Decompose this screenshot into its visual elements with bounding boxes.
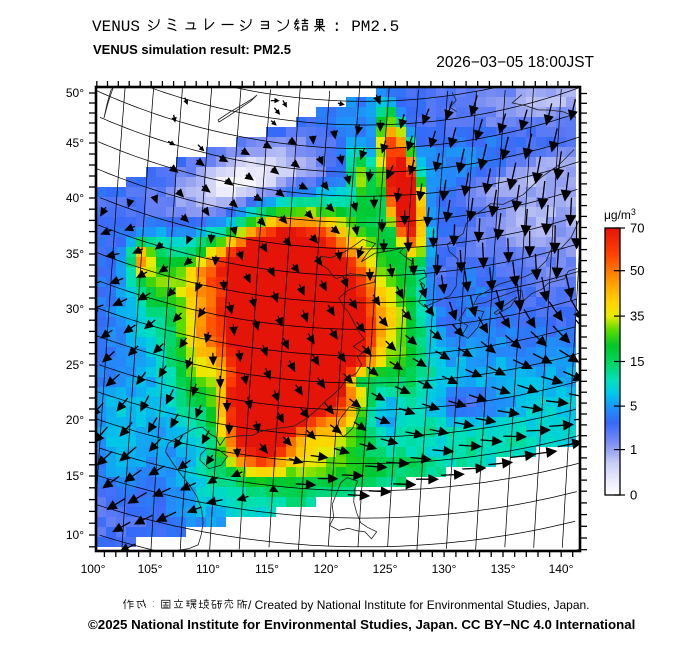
svg-text:5: 5 [630,399,637,414]
svg-text:130°: 130° [432,562,457,576]
svg-text:20°: 20° [66,413,84,427]
svg-text:/ Created by National Institut: / Created by National Institute for Envi… [248,598,590,612]
svg-text:50: 50 [630,263,644,278]
svg-text:©2025 National Institute for E: ©2025 National Institute for Environment… [88,617,635,632]
svg-text:115°: 115° [255,562,279,576]
svg-text:15: 15 [630,354,644,369]
svg-text:10°: 10° [66,528,84,542]
svg-text:VENUS simulation result: PM2.5: VENUS simulation result: PM2.5 [93,42,291,57]
svg-text:: PM2.5: : PM2.5 [332,18,399,36]
svg-text:105°: 105° [138,562,163,576]
svg-text:135°: 135° [491,562,516,576]
svg-text:1: 1 [630,442,637,457]
svg-text:2026−03−05 18:00JST: 2026−03−05 18:00JST [436,54,594,71]
svg-text:0: 0 [630,488,637,503]
svg-text:35: 35 [630,309,644,324]
svg-text:μg/m3: μg/m3 [604,207,636,222]
svg-text:15°: 15° [66,469,84,483]
svg-text:35°: 35° [66,247,84,261]
svg-text:50°: 50° [66,86,84,100]
svg-text:100°: 100° [81,562,106,576]
svg-text:40°: 40° [66,191,84,205]
svg-text:140°: 140° [549,562,574,576]
svg-text:110°: 110° [196,562,220,576]
svg-text:VENUS: VENUS [92,18,140,36]
svg-text:70: 70 [630,221,644,236]
svg-text:30°: 30° [66,302,84,316]
svg-text:25°: 25° [66,358,84,372]
svg-text:125°: 125° [373,562,398,576]
svg-text:45°: 45° [66,136,84,150]
svg-text:120°: 120° [314,562,339,576]
